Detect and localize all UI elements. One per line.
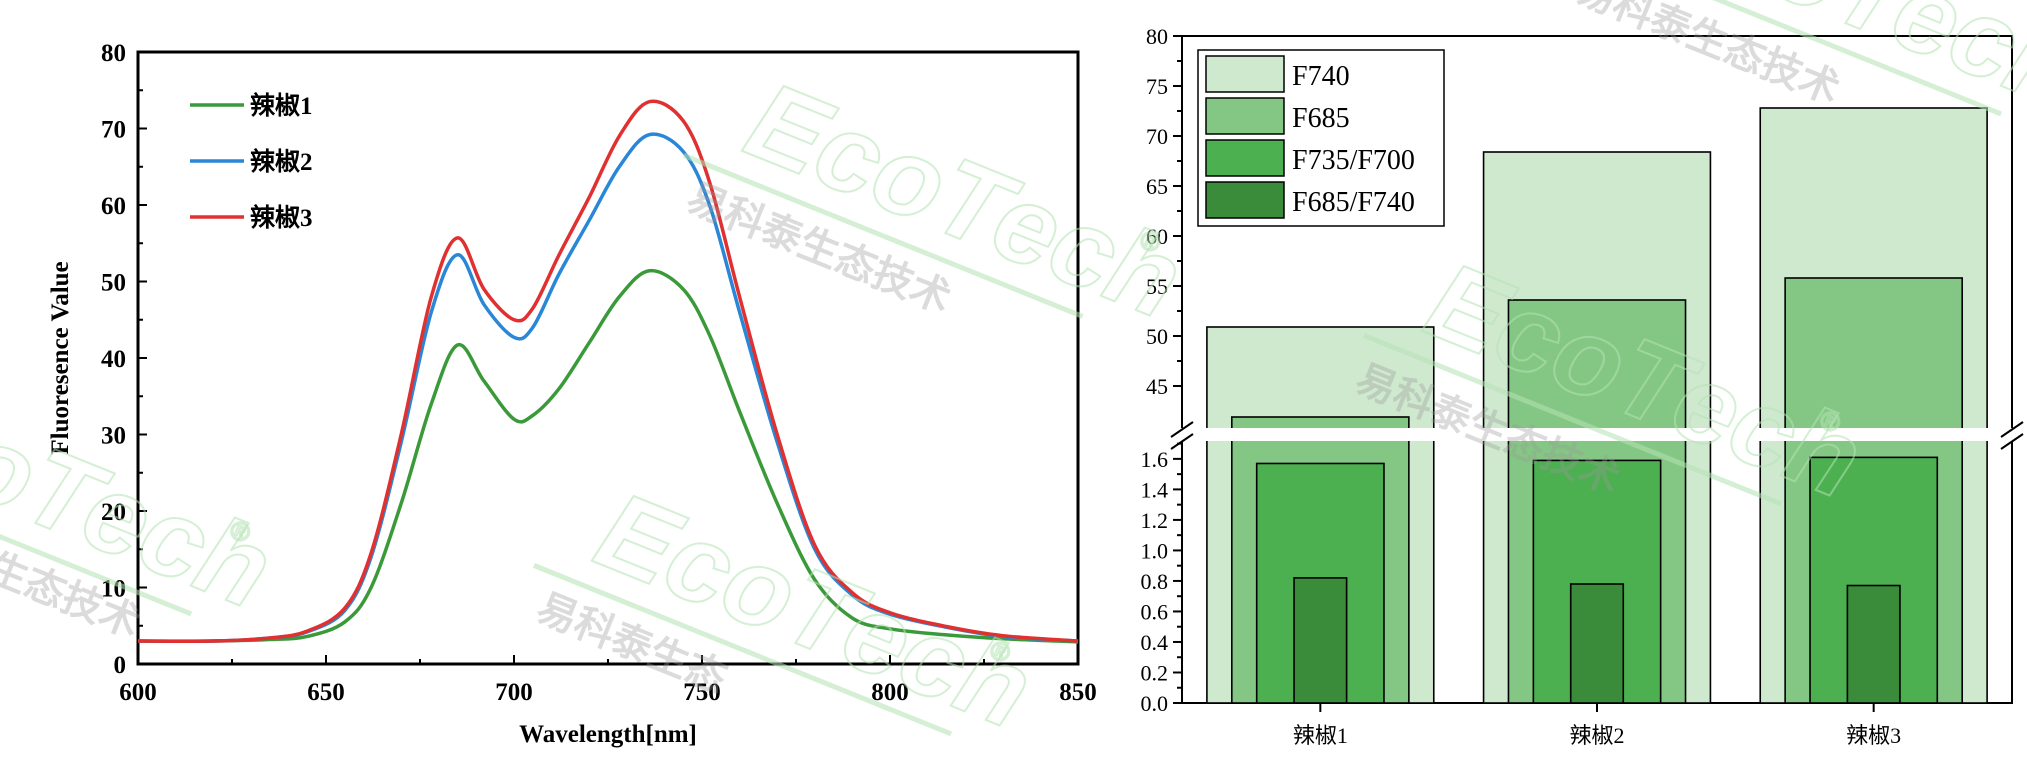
watermark-line-rc (1362, 333, 1783, 507)
right-legend-label: F685 (1292, 103, 1350, 134)
bar-f685-f740-1 (1293, 577, 1348, 704)
line-series-3 (137, 99, 1079, 644)
left-x-ticks: 600 650 700 750 800 850 (119, 655, 1097, 706)
left-legend-label: 辣椒2 (250, 147, 313, 176)
bar-f685-f740-2 (1569, 583, 1625, 704)
right-y-tick-label: 1.6 (1141, 447, 1169, 472)
line-series-1 (137, 269, 1079, 644)
right-x-tick-label: 辣椒2 (1569, 723, 1624, 748)
right-y-tick-label: 1.0 (1141, 538, 1169, 563)
right-y-ticks: 45 50 55 60 65 70 75 80 0.0 0.2 0.4 0.6 0.8 1.0 1.2 1.4… (1141, 24, 1182, 716)
right-y-tick-label: 0.4 (1141, 630, 1169, 655)
right-y-tick-label: 50 (1146, 324, 1168, 349)
watermark-left: EcoTech ® 生态技术 (0, 347, 289, 647)
left-y-tick-label: 40 (101, 346, 126, 373)
left-legend: 辣椒1 辣椒2 辣椒3 (190, 91, 313, 232)
left-y-tick-label: 30 (101, 423, 126, 450)
left-x-tick-label: 600 (119, 679, 157, 706)
right-x-ticks: 辣椒1 辣椒2 辣椒3 (1293, 703, 1901, 748)
right-y-tick-label: 75 (1146, 74, 1168, 99)
right-bars-group (1206, 107, 1988, 704)
right-legend-label: F685/F740 (1292, 187, 1415, 218)
left-x-tick-label: 650 (307, 679, 345, 706)
left-x-tick-label: 700 (495, 679, 533, 706)
watermark-line-left (0, 443, 193, 617)
right-y-tick-label: 80 (1146, 24, 1168, 49)
right-y-tick-label: 1.2 (1141, 508, 1169, 533)
left-legend-label: 辣椒3 (250, 203, 313, 232)
left-y-tick-label: 50 (101, 270, 126, 297)
x-axis-title: Wavelength[nm] (519, 721, 697, 748)
right-y-tick-label: 0.0 (1141, 691, 1169, 716)
left-y-tick-label: 0 (114, 652, 127, 679)
watermark-line-rt (1582, 0, 2003, 117)
left-x-tick-label: 800 (871, 679, 909, 706)
right-x-tick-label: 辣椒1 (1293, 723, 1348, 748)
right-legend-label: F735/F700 (1292, 145, 1415, 176)
right-y-tick-label: 45 (1146, 374, 1168, 399)
watermark-line-bottom (532, 563, 953, 737)
right-y-tick-label: 55 (1146, 274, 1168, 299)
bar-f685-f740-3 (1846, 584, 1901, 704)
right-legend-swatch (1205, 181, 1285, 219)
right-y-tick-label: 1.4 (1141, 477, 1169, 502)
right-legend: F740 F685 F735/F700 F685/F740 (1197, 49, 1445, 227)
left-y-tick-label: 80 (101, 40, 126, 67)
left-y-tick-label: 20 (101, 499, 126, 526)
right-y-tick-label: 0.8 (1141, 569, 1169, 594)
axis-break-gap (1170, 428, 2022, 441)
right-y-tick-label: 60 (1146, 224, 1168, 249)
right-y-tick-label: 0.2 (1141, 660, 1169, 685)
axis-break-marks (1170, 421, 2024, 450)
fluorescence-bar-chart: 45 50 55 60 65 70 75 80 0.0 0.2 0.4 0.6 0.8 1.0 1.2 1.4… (1141, 24, 2024, 748)
left-legend-label: 辣椒1 (250, 91, 313, 120)
y-axis-title: Fluoresence Value (47, 261, 74, 454)
right-y-tick-label: 0.6 (1141, 599, 1169, 624)
left-x-tick-label: 850 (1059, 679, 1097, 706)
left-x-tick-label: 750 (683, 679, 721, 706)
left-y-tick-label: 70 (101, 117, 126, 144)
right-y-tick-label: 70 (1146, 124, 1168, 149)
right-legend-label: F740 (1292, 61, 1350, 92)
watermark-line (682, 153, 1084, 319)
left-series-group (137, 99, 1079, 644)
right-y-tick-label: 65 (1146, 174, 1168, 199)
watermark-center: EcoTech ® 易科泰生态技术 (680, 57, 1199, 343)
right-legend-swatch (1205, 97, 1285, 135)
right-x-tick-label: 辣椒3 (1846, 723, 1901, 748)
right-legend-swatch (1205, 139, 1285, 177)
right-legend-swatch (1205, 55, 1285, 93)
left-y-tick-label: 60 (101, 193, 126, 220)
